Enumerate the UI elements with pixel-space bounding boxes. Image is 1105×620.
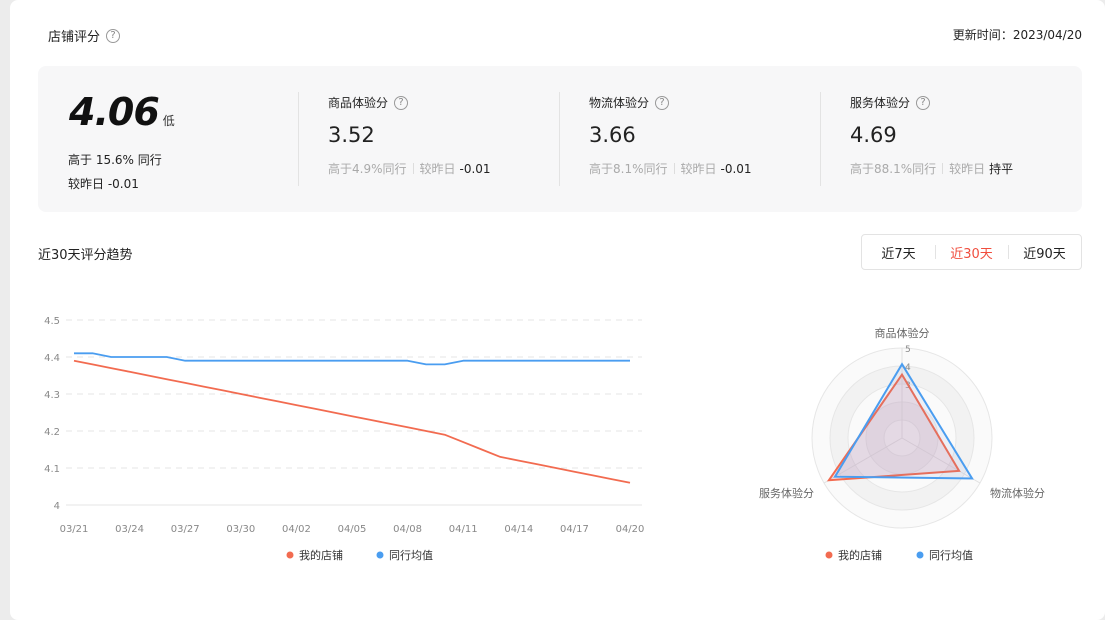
- peer-compare: 高于 15.6% 同行: [68, 153, 162, 167]
- radar-axis-label: 商品体验分: [875, 326, 930, 340]
- update-label: 更新时间: [953, 28, 1013, 42]
- series-line: [74, 352, 630, 366]
- x-tick-label: 03/21: [60, 524, 89, 535]
- overall-score-value: 4.06: [69, 90, 160, 134]
- metric-delta-label: 较昨日: [949, 162, 986, 176]
- x-tick-label: 04/05: [338, 524, 367, 535]
- x-tick-label: 04/02: [282, 524, 311, 535]
- y-tick-label: 4.3: [44, 390, 60, 401]
- metric-peer-text: 高于4.9%同行: [328, 162, 407, 176]
- legend-label: 同行均值: [389, 549, 433, 562]
- metric-delta-label: 较昨日: [419, 162, 456, 176]
- legend-marker: [916, 551, 924, 559]
- overall-score: 4.06 低: [69, 90, 175, 134]
- metric-value: 3.66: [589, 123, 636, 147]
- range-90-days[interactable]: 近90天: [1008, 243, 1081, 262]
- radar-axis-label: 服务体验分: [759, 486, 814, 500]
- legend-marker: [825, 551, 833, 559]
- metric-value: 4.69: [850, 123, 897, 147]
- metric-logistics: 物流体验分? 3.66 高于8.1%同行 较昨日 -0.01: [589, 94, 752, 177]
- radar-axis-line: [823, 437, 903, 484]
- y-tick-label: 4.1: [44, 464, 60, 475]
- overall-delta-label: 较昨日: [68, 177, 105, 191]
- help-icon[interactable]: ?: [655, 95, 670, 110]
- divider: [559, 92, 560, 186]
- x-tick-label: 04/14: [504, 524, 533, 535]
- section-title: 店铺评分 ?: [48, 26, 121, 45]
- y-tick-label: 4.2: [44, 427, 60, 438]
- y-tick-label: 4: [54, 501, 60, 512]
- legend-label: 我的店铺: [299, 548, 343, 562]
- metric-peer-text: 高于8.1%同行: [589, 162, 668, 176]
- x-tick-label: 03/27: [171, 524, 200, 535]
- x-tick-label: 04/08: [393, 524, 422, 535]
- radar-axis-label: 物流体验分: [990, 486, 1045, 500]
- metric-product: 商品体验分? 3.52 高于4.9%同行 较昨日 -0.01: [328, 94, 491, 177]
- divider: [820, 92, 821, 186]
- metric-service: 服务体验分? 4.69 高于88.1%同行 较昨日 持平: [850, 94, 1013, 177]
- legend-marker: [376, 551, 384, 559]
- score-level: 低: [162, 114, 175, 128]
- legend-label: 同行均值: [929, 549, 973, 562]
- x-tick-label: 04/17: [560, 524, 589, 535]
- range-selector: 近7天 近30天 近90天: [861, 234, 1082, 270]
- metric-title: 物流体验分: [589, 96, 650, 110]
- radar-tick-label: 5: [905, 345, 911, 355]
- trend-line-chart: 4 4.1 4.2 4.3 4.4 4.5 03/21 03/24 03/27 03/30 04/0…: [44, 316, 645, 562]
- overall-delta: 较昨日 -0.01: [68, 175, 139, 192]
- help-icon[interactable]: ?: [394, 95, 409, 110]
- metric-delta-value: -0.01: [720, 161, 752, 176]
- metric-title: 服务体验分: [850, 96, 911, 110]
- metric-delta-label: 较昨日: [680, 162, 717, 176]
- section-title-text: 店铺评分: [48, 30, 101, 45]
- x-tick-label: 03/30: [226, 524, 255, 535]
- series-line: [73, 359, 631, 484]
- radar-chart: 543商品体验分物流体验分服务体验分我的店铺同行均值: [759, 326, 1045, 562]
- metric-delta-value: 持平: [989, 162, 1014, 176]
- update-value: 2023/04/20: [1012, 28, 1082, 42]
- y-tick-label: 4.5: [44, 316, 60, 327]
- update-time: 更新时间2023/04/20: [953, 26, 1082, 43]
- legend-label: 我的店铺: [838, 548, 882, 562]
- x-tick-label: 04/11: [449, 524, 478, 535]
- metric-title: 商品体验分: [328, 96, 389, 110]
- metric-peer-text: 高于88.1%同行: [850, 162, 937, 176]
- legend-marker: [286, 551, 294, 559]
- x-tick-label: 03/24: [115, 524, 144, 535]
- radar-series-area: [833, 362, 974, 480]
- y-tick-label: 4.4: [44, 353, 60, 364]
- overall-delta-value: -0.01: [107, 177, 139, 191]
- metric-value: 3.52: [328, 123, 375, 147]
- divider: [298, 92, 299, 186]
- radar-axis-line: [901, 437, 981, 484]
- radar-tick-label: 4: [905, 363, 911, 373]
- trend-title: 近30天评分趋势: [38, 248, 133, 263]
- help-icon[interactable]: ?: [916, 95, 931, 110]
- range-30-days[interactable]: 近30天: [935, 243, 1008, 262]
- range-7-days[interactable]: 近7天: [881, 246, 916, 262]
- score-summary-panel: 4.06 低 高于 15.6% 同行 较昨日 -0.01 商品体验分? 3.52 …: [38, 66, 1082, 212]
- help-icon[interactable]: ?: [106, 28, 121, 43]
- x-tick-label: 04/20: [616, 524, 645, 535]
- metric-delta-value: -0.01: [459, 161, 491, 176]
